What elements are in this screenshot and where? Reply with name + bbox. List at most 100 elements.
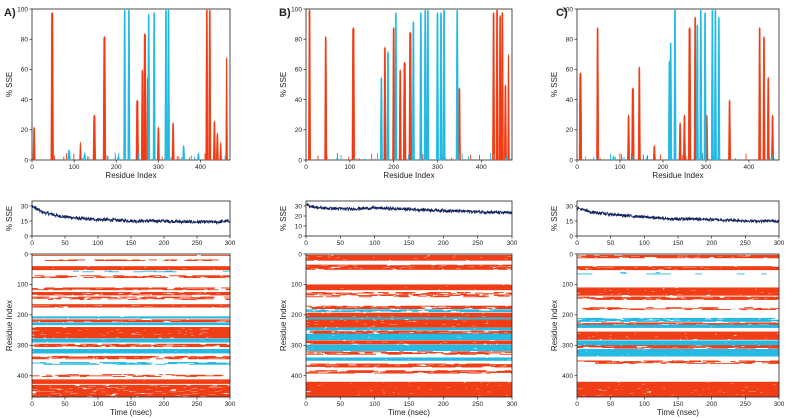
helix-cell (138, 321, 164, 323)
strand-cell (690, 319, 709, 321)
helix-cell (324, 268, 349, 270)
strand-cell (372, 329, 378, 331)
helix-cell (32, 319, 45, 321)
helix-cell (214, 383, 230, 384)
helix-cell (497, 343, 512, 345)
helix-cell (306, 313, 337, 315)
x-tick-label: 100 (369, 401, 380, 408)
strand-cell (739, 353, 745, 355)
helix-cell (379, 333, 400, 335)
helix-cell (763, 296, 775, 298)
helix-cell (142, 297, 148, 299)
helix-cell (436, 395, 465, 397)
helix-cell (409, 385, 442, 387)
helix-cell (648, 346, 668, 348)
helix-cell (635, 254, 641, 256)
helix-cell (417, 351, 433, 353)
helix-cell (731, 385, 761, 387)
strand-cell (710, 325, 747, 327)
strand-cell (306, 311, 327, 313)
helix-cell (191, 389, 196, 391)
helix-cell (311, 308, 334, 310)
strand-cell (765, 343, 771, 345)
strand-cell (623, 341, 636, 343)
helix-cell (319, 292, 324, 294)
helix-cell (306, 313, 327, 315)
helix-cell (762, 384, 774, 386)
strand-cell (220, 351, 230, 353)
helix-cell (315, 390, 343, 392)
helix-cell (413, 393, 438, 395)
helix-noise (87, 156, 89, 160)
helix-cell (766, 338, 779, 340)
helix-cell (220, 275, 230, 277)
helix-cell (503, 326, 512, 328)
helix-cell (738, 289, 753, 291)
strand-cell (177, 351, 199, 353)
strand-cell (600, 318, 617, 320)
strand-cell (396, 349, 432, 351)
strand-cell (32, 322, 45, 324)
helix-cell (190, 384, 213, 386)
strand-cell (185, 316, 209, 318)
strand-cell (497, 338, 512, 340)
strand-cell (432, 345, 462, 347)
helix-cell (729, 289, 746, 291)
strand-cell (734, 319, 740, 321)
helix-cell (79, 299, 85, 300)
strand-peak (439, 11, 443, 161)
helix-cell (363, 267, 375, 269)
helix-cell (170, 333, 201, 335)
helix-cell (376, 331, 381, 333)
helix-cell (138, 267, 147, 269)
helix-cell (716, 332, 726, 334)
helix-cell (163, 331, 179, 333)
helix-cell (590, 337, 595, 338)
helix-cell (678, 360, 684, 362)
helix-cell (758, 387, 779, 389)
helix-cell (480, 384, 500, 386)
helix-cell (725, 332, 755, 334)
y-tick-label: 0 (298, 157, 302, 164)
strand-cell (105, 339, 127, 341)
helix-cell (389, 383, 417, 384)
helix-cell (736, 386, 747, 387)
helix-cell (219, 344, 230, 346)
helix-cell (743, 255, 751, 257)
helix-cell (49, 330, 68, 332)
strand-cell (355, 328, 391, 330)
strand-cell (490, 333, 512, 335)
helix-cell (577, 394, 601, 396)
helix-cell (151, 266, 169, 268)
helix-cell (469, 313, 499, 315)
helix-cell (689, 360, 701, 362)
helix-cell (77, 390, 93, 392)
helix-cell (78, 254, 104, 256)
helix-cell (67, 344, 76, 346)
strand-cell (136, 349, 146, 351)
helix-cell (206, 259, 219, 261)
helix-cell (678, 347, 693, 348)
helix-cell (761, 347, 779, 348)
x-tick-label: 250 (192, 240, 203, 247)
helix-peak (212, 120, 216, 161)
helix-cell (364, 388, 395, 390)
helix-cell (477, 391, 488, 393)
helix-cell (613, 292, 622, 294)
helix-cell (385, 393, 394, 395)
strand-cell (218, 340, 224, 342)
helix-cell (150, 320, 164, 322)
helix-cell (736, 266, 769, 268)
helix-cell (128, 337, 143, 339)
helix-cell (33, 387, 50, 389)
helix-cell (481, 305, 506, 307)
helix-cell (44, 346, 58, 348)
helix-cell (385, 370, 405, 372)
helix-cell (393, 387, 427, 389)
helix-cell (606, 289, 638, 291)
strand-cell (687, 318, 707, 320)
helix-cell (69, 298, 84, 300)
strand-cell (223, 352, 230, 354)
strand-cell (748, 327, 768, 328)
helix-peak (140, 68, 144, 161)
